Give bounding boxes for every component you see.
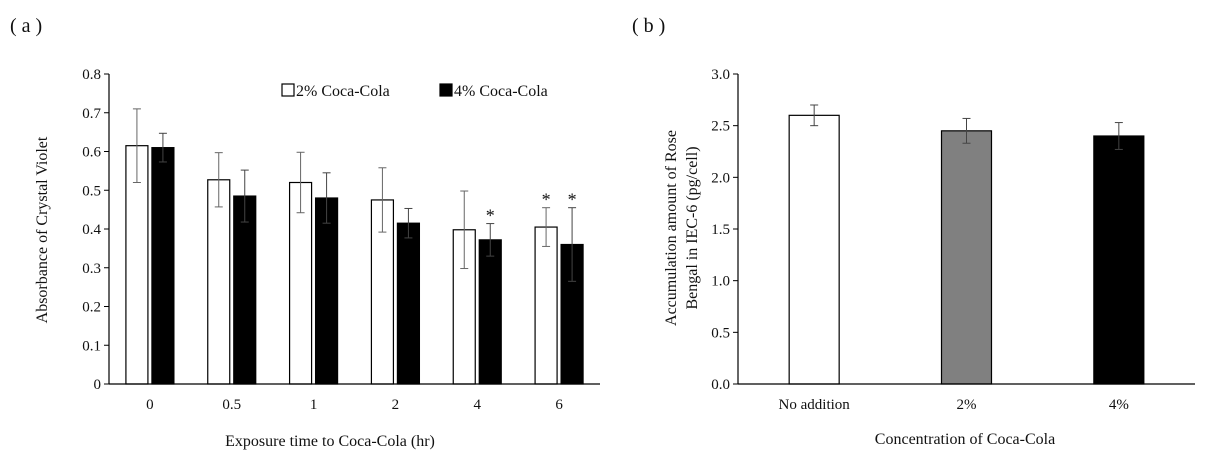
bar — [940, 130, 993, 385]
legend-swatch-2pct — [281, 83, 295, 97]
panel-b-axes — [737, 74, 1195, 385]
bar — [788, 114, 840, 385]
y-tick-label: 0.7 — [82, 106, 101, 122]
panel-b-bars — [788, 114, 1145, 385]
y-tick-label: 0.5 — [711, 325, 730, 341]
panel-a-significance: * * * — [486, 190, 577, 226]
y-tick-label: 2.5 — [711, 119, 730, 135]
y-tick-label: 0.1 — [82, 338, 101, 354]
significance-marker: * — [568, 190, 577, 210]
legend-swatch-4pct — [439, 83, 453, 97]
panel-a-x-axis-title: Exposure time to Coca-Cola (hr) — [225, 433, 435, 450]
bar — [151, 147, 175, 385]
x-tick-label: 0.5 — [222, 397, 241, 413]
bar — [478, 239, 502, 385]
chart-panel-a: ( a ) 0 0.1 0.2 0.3 0.4 0.5 0.6 0.7 0.8 0 0.5 1 2 4 6… — [10, 15, 600, 450]
y-tick-label: 0.6 — [82, 145, 101, 161]
panel-a-legend: 2% Coca-Cola 4% Coca-Cola — [281, 83, 548, 100]
y-tick-label: 0.5 — [82, 183, 101, 199]
panel-a-y-ticks: 0 0.1 0.2 0.3 0.4 0.5 0.6 0.7 0.8 — [82, 67, 109, 393]
x-tick-label: 4% — [1109, 397, 1129, 413]
bar — [396, 222, 421, 385]
x-tick-label: 1 — [310, 397, 318, 413]
panel-b-y-axis-title-line1: Accumulation amount of Rose — [663, 130, 680, 326]
bar — [207, 179, 231, 385]
y-tick-label: 0.3 — [82, 261, 101, 277]
panel-b-label: ( b ) — [632, 15, 665, 37]
y-tick-label: 0.8 — [82, 67, 101, 83]
bar — [314, 197, 339, 385]
y-tick-label: 2.0 — [711, 170, 730, 186]
y-tick-label: 0 — [94, 377, 102, 393]
x-tick-label: 2% — [957, 397, 977, 413]
bar — [534, 226, 558, 385]
significance-marker: * — [542, 190, 551, 210]
bar — [1093, 135, 1145, 385]
panel-b-error-bars — [810, 104, 1123, 150]
y-tick-label: 0.0 — [711, 377, 730, 393]
x-tick-label: 0 — [146, 397, 154, 413]
y-tick-label: 1.5 — [711, 222, 730, 238]
x-tick-label: No addition — [779, 397, 851, 413]
significance-marker: * — [486, 206, 495, 226]
x-tick-label: 4 — [474, 397, 482, 413]
panel-a-error-bars — [132, 108, 577, 282]
x-tick-label: 6 — [555, 397, 563, 413]
y-tick-label: 0.4 — [82, 222, 101, 238]
panel-a-axes — [108, 74, 600, 385]
panel-a-label: ( a ) — [10, 15, 42, 37]
bar — [233, 195, 257, 385]
y-tick-label: 3.0 — [711, 67, 730, 83]
panel-a-bars — [125, 145, 584, 385]
y-tick-label: 0.2 — [82, 300, 101, 316]
chart-panel-b: ( b ) 0.0 0.5 1.0 1.5 2.0 2.5 3.0 No addition 2… — [632, 15, 1195, 448]
y-tick-label: 1.0 — [711, 274, 730, 290]
legend-label-4pct: 4% Coca-Cola — [454, 83, 548, 100]
panel-b-y-ticks: 0.0 0.5 1.0 1.5 2.0 2.5 3.0 — [711, 67, 738, 393]
panel-a-y-axis-title: Absorbance of Crystal Violet — [34, 136, 51, 323]
legend-label-2pct: 2% Coca-Cola — [296, 83, 390, 100]
panel-b-y-axis-title-line2: Bengal in IEC-6 (pg/cell) — [684, 146, 701, 309]
panel-b-x-ticks: No addition 2% 4% — [779, 397, 1129, 413]
x-tick-label: 2 — [392, 397, 400, 413]
panel-b-x-axis-title: Concentration of Coca-Cola — [875, 431, 1055, 448]
panel-a-x-ticks: 0 0.5 1 2 4 6 — [146, 397, 563, 413]
